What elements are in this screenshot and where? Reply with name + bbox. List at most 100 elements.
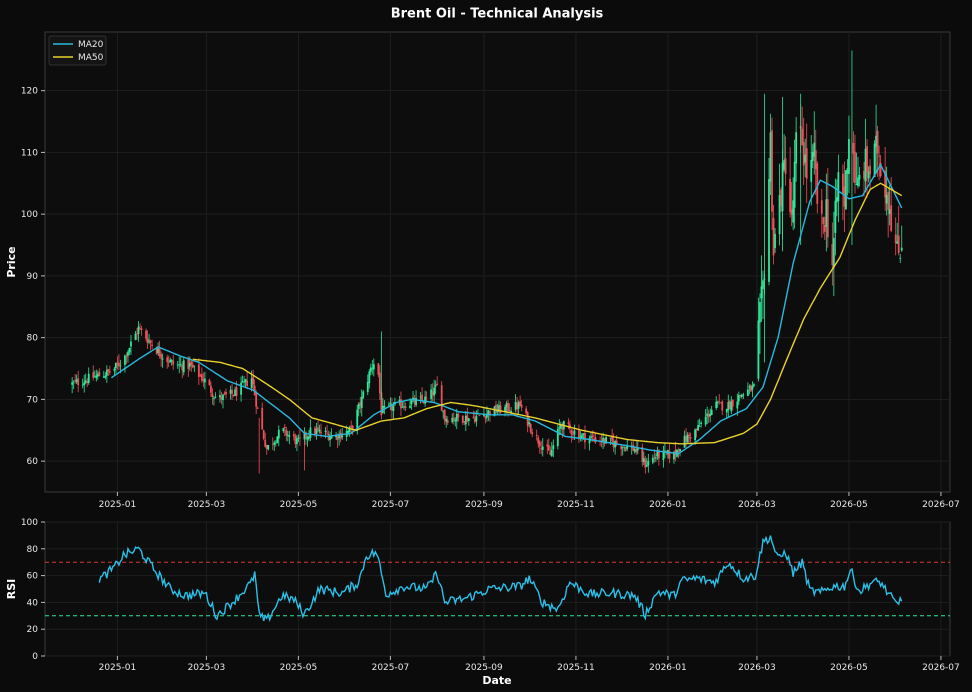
candle-down: [879, 162, 882, 177]
candle-up: [182, 360, 185, 373]
candle-down: [866, 146, 868, 173]
candle-down: [894, 234, 897, 243]
candle-down: [199, 375, 202, 377]
candle-down: [567, 422, 570, 424]
candle-down: [413, 398, 416, 404]
candle-up: [276, 436, 279, 444]
candle-up: [392, 405, 395, 411]
candle-down: [561, 423, 564, 430]
candle-down: [790, 209, 793, 215]
rsi-x-tick-label: 2026-05: [830, 663, 868, 673]
candle-down: [246, 380, 249, 386]
candle-up: [742, 394, 745, 396]
candle-up: [715, 401, 718, 409]
candle-up: [514, 401, 517, 410]
candle-down: [443, 409, 446, 421]
rsi-x-tick-label: 2025-03: [188, 663, 226, 673]
candle-up: [415, 397, 417, 406]
candle-up: [605, 437, 607, 444]
candle-up: [124, 355, 126, 365]
candle-up: [81, 384, 84, 386]
candle-down: [869, 165, 871, 175]
candle-up: [900, 247, 903, 251]
candle-up: [295, 438, 298, 445]
price-y-ticks: 60 70 80 90 100 110 120: [21, 87, 45, 467]
candle-down: [202, 379, 205, 382]
candle-up: [656, 450, 659, 457]
candle-up: [451, 417, 454, 423]
rsi-x-tick-label: 2025-07: [372, 663, 410, 673]
candle-down: [674, 449, 677, 456]
candle-up: [753, 384, 755, 387]
candle-up: [757, 320, 760, 379]
candle-up: [430, 389, 433, 399]
price-gridlines: [45, 32, 950, 492]
candle-up: [873, 143, 876, 178]
candle-down: [255, 393, 258, 407]
candle-up: [740, 394, 743, 397]
candle-up: [113, 368, 116, 371]
candle-down: [421, 394, 423, 400]
legend-ma20-label: MA20: [78, 40, 104, 50]
candle-up: [250, 378, 253, 388]
candle-down: [657, 450, 660, 459]
candle-down: [264, 439, 267, 447]
candle-down: [191, 364, 194, 368]
candle-down: [92, 372, 95, 378]
candle-down: [271, 444, 274, 446]
candle-up: [588, 438, 591, 444]
candle-up: [368, 371, 371, 384]
candle-down: [890, 205, 893, 231]
candle-up: [348, 427, 351, 432]
candle-up: [188, 363, 191, 367]
candle-down: [814, 150, 817, 170]
candle-up: [157, 348, 160, 353]
candle-down: [452, 417, 455, 421]
rsi-x-tick-label: 2025-11: [557, 663, 595, 673]
candle-down: [136, 333, 138, 335]
candle-up: [864, 148, 867, 182]
rsi-y-tick-label: 100: [21, 518, 38, 528]
candle-up: [768, 179, 770, 282]
candle-down: [707, 413, 710, 418]
candle-down: [107, 369, 110, 372]
rsi-x-tick-label: 2025-01: [99, 663, 137, 673]
candle-down: [495, 404, 497, 413]
candle-up: [179, 364, 182, 366]
candle-up: [487, 410, 490, 415]
price-x-tick-label: 2025-05: [280, 500, 318, 510]
candle-up: [75, 379, 78, 383]
candle-down: [688, 434, 690, 437]
candle-down: [802, 141, 805, 166]
candle-up: [213, 398, 215, 399]
candle-down: [77, 378, 80, 386]
candle-up: [727, 402, 730, 411]
price-x-tick-label: 2025-07: [372, 500, 410, 510]
candle-up: [445, 419, 448, 422]
candle-down: [537, 437, 540, 444]
candle-up: [442, 411, 445, 413]
candle-up: [371, 367, 374, 369]
candle-up: [558, 427, 561, 429]
candle-up: [736, 401, 739, 409]
candle-up: [222, 394, 224, 401]
candle-up: [811, 151, 814, 162]
candle-down: [731, 399, 734, 407]
candle-down: [519, 401, 522, 407]
candle-up: [493, 406, 496, 417]
candle-up: [288, 435, 291, 437]
candle-down: [139, 328, 141, 329]
candle-up: [130, 341, 132, 347]
candle-up: [306, 436, 309, 440]
candle-up: [760, 286, 763, 299]
candle-down: [603, 438, 606, 444]
candle-down: [644, 459, 647, 468]
candle-up: [626, 445, 629, 449]
candle-up: [419, 396, 422, 398]
candle-up: [636, 448, 639, 451]
candle-down: [320, 431, 322, 434]
candle-up: [888, 209, 891, 214]
candle-up: [621, 446, 624, 448]
candle-up: [683, 435, 686, 448]
candle-down: [118, 362, 120, 367]
